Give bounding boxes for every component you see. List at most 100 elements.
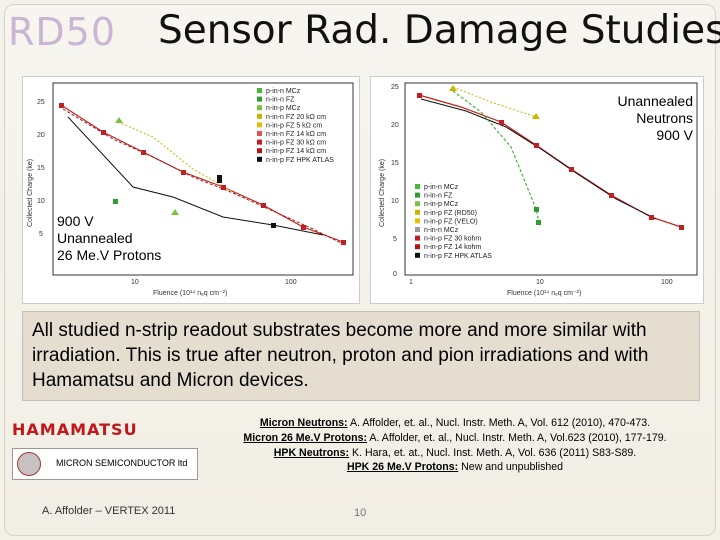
left-x-axis-label: Fluence (10¹⁴ nₑq cm⁻²) [153,290,227,297]
left-data-point [113,199,118,204]
right-data-point [534,207,539,212]
left-y-axis-label: Collected Charge (ke) [27,159,34,227]
right-series-curve [452,90,540,223]
reference-line: HPK 26 Me.V Protons: New and unpublished [346,461,564,474]
right-x-tick: 1 [409,279,413,286]
legend-marker [257,148,262,154]
legend-label: n-in-p FZ HPK ATLAS [424,253,492,260]
left-series-curve [62,108,346,246]
left-y-tick: 15 [37,165,45,172]
left-y-tick: 20 [37,132,45,139]
legend-label: p-in-n MCz [424,184,459,191]
legend-marker [257,88,262,93]
legend-label: n-in-p FZ (RD50) [424,210,477,217]
left-plot-annotation: 900 V Unannealed 26 Me.V Protons [57,213,162,263]
legend-marker [257,105,262,111]
left-x-tick: 100 [285,279,297,286]
legend-marker [415,184,420,189]
legend-marker [257,139,262,145]
right-data-point [536,220,541,225]
summary-box: All studied n-strip readout substrates b… [22,311,700,401]
legend-label: n-in-p FZ 30 kohm [424,236,481,243]
left-plot-graphic: 25 20 15 10 5 10 100 Fluence (10¹⁴ nₑq c… [27,82,354,297]
legend-marker [415,201,420,207]
legend-label: p-in-n MCz [266,88,301,95]
legend-marker [415,235,420,241]
slide-title: Sensor Rad. Damage Studies [158,8,720,53]
left-data-point [221,185,226,190]
right-plot-graphic: 25 20 15 10 5 0 1 10 100 Fluence (10¹⁴ n… [379,82,698,297]
left-y-tick: 5 [39,231,43,238]
micron-seal-icon [17,452,41,476]
right-y-tick: 15 [391,160,399,167]
footer-author: A. Affolder – VERTEX 2011 [42,505,176,517]
right-data-point [609,193,614,198]
legend-marker [415,227,420,232]
left-plot: 25 20 15 10 5 10 100 Fluence (10¹⁴ nₑq c… [22,76,360,304]
legend-marker [415,252,420,258]
summary-text: All studied n-strip readout substrates b… [32,320,649,391]
rd50-logo: RD50 [8,10,117,54]
left-data-point [59,103,64,108]
left-data-point [261,203,266,208]
legend-marker [415,218,420,224]
right-data-point [569,167,574,172]
legend-label: n-in-n MCz [424,227,459,234]
page-number: 10 [354,507,367,519]
left-series-curve [117,121,234,193]
left-data-point [141,150,146,155]
right-x-tick: 10 [536,279,544,286]
micron-logo: MICRON SEMICONDUCTOR ltd [12,448,198,480]
right-data-point [649,215,654,220]
legend-label: n-in-n FZ 20 kΩ cm [266,114,326,121]
left-data-point [217,175,222,183]
right-y-axis-label: Collected Charge (ke) [379,159,386,227]
right-plot-annotation: Unannealed Neutrons 900 V [617,93,693,143]
legend-marker [257,122,262,128]
legend-marker [415,192,420,198]
left-y-tick: 25 [37,99,45,106]
left-data-point [115,117,123,123]
legend-label: n-in-p FZ HPK ATLAS [266,157,334,164]
left-data-point [101,130,106,135]
legend-marker [257,96,262,102]
right-x-tick: 100 [661,279,673,286]
left-data-point [181,170,186,175]
legend-label: n-in-p FZ (VELO) [424,218,478,225]
left-series-curve [60,104,344,243]
left-data-point [271,223,276,228]
right-data-point [532,113,540,119]
left-y-tick: 10 [37,198,45,205]
reference-line: HPK Neutrons: K. Hara, et. at., Nucl. In… [273,446,637,459]
right-y-tick: 25 [391,84,399,91]
legend-marker [257,113,262,119]
right-y-tick: 0 [393,271,397,278]
legend-label: n-in-p FZ 30 kΩ cm [266,140,326,147]
left-x-tick: 10 [131,279,139,286]
legend-marker [257,131,262,136]
legend-label: n-in-n FZ [266,97,295,104]
legend-marker [415,244,420,250]
reference-line: Micron Neutrons: A. Affolder, et. al., N… [259,417,651,429]
right-x-axis-label: Fluence (10¹⁴ nₑq cm⁻²) [507,290,581,297]
right-data-point [679,225,684,230]
right-series-curve [452,86,537,118]
right-series-curve [420,98,657,220]
left-series-curve [67,116,324,236]
legend-marker [257,156,262,162]
legend-label: n-in-p FZ 14 kΩ cm [266,148,326,155]
right-data-point [449,85,457,91]
legend-marker [415,209,420,215]
right-y-tick: 5 [393,236,397,243]
right-plot: 25 20 15 10 5 0 1 10 100 Fluence (10¹⁴ n… [370,76,704,304]
legend-label: n-in-n FZ 14 kΩ cm [266,131,326,138]
left-data-point [171,209,179,215]
micron-logo-text: MICRON SEMICONDUCTOR ltd [56,458,188,468]
legend-label: n-in-p FZ 14 kohm [424,244,481,251]
right-data-point [417,93,422,98]
legend-label: n-in-n FZ [424,193,453,200]
legend-label: n-in-p MCz [424,201,459,208]
right-data-point [499,120,504,125]
reference-line: Micron 26 Me.V Protons: A. Affolder, et.… [243,431,667,444]
legend-label: n-in-p FZ 5 kΩ cm [266,122,322,129]
